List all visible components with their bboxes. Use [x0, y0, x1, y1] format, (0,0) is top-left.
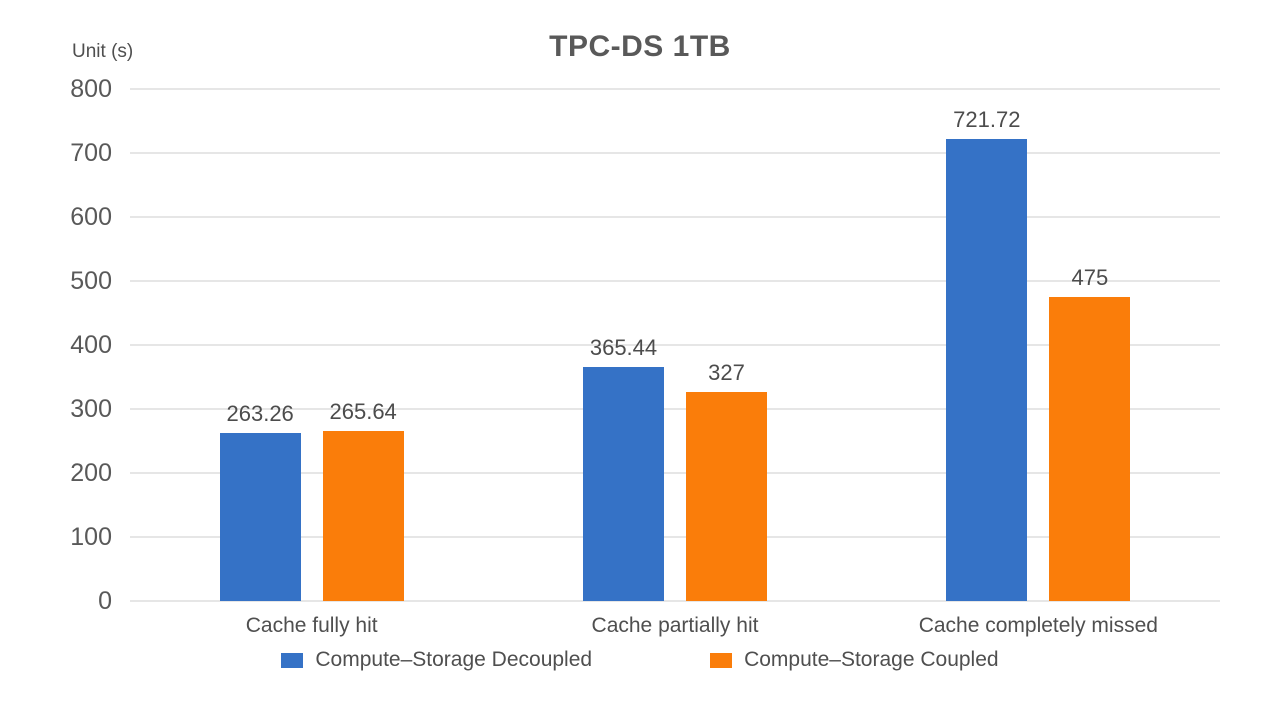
legend-label: Compute–Storage Decoupled — [315, 648, 593, 671]
y-axis-unit-label: Unit (s) — [72, 41, 134, 62]
y-tick-label: 600 — [70, 203, 112, 231]
y-tick-label: 100 — [70, 523, 112, 551]
y-gridline — [130, 216, 1220, 218]
bar — [219, 432, 301, 601]
y-tick-label: 400 — [70, 331, 112, 359]
y-gridline — [130, 536, 1220, 538]
y-tick-label: 200 — [70, 459, 112, 487]
y-tick-label: 700 — [70, 139, 112, 167]
y-tick-label: 0 — [98, 587, 112, 615]
bar — [686, 391, 767, 601]
bar — [946, 139, 1028, 601]
y-tick-label: 500 — [70, 267, 112, 295]
y-gridline — [130, 408, 1220, 410]
legend-item: Compute–Storage Decoupled — [281, 648, 592, 672]
y-gridline — [130, 280, 1220, 282]
legend: Compute–Storage Decoupled Compute–Storage… — [0, 648, 1280, 672]
bar-value-label: 327 — [708, 359, 745, 385]
bar-value-label: 265.64 — [329, 399, 397, 424]
plot-area: 263.26 265.64 Cache fully hit 365.44 327 Cach… — [130, 88, 1220, 637]
category-label: Cache fully hit — [245, 614, 378, 637]
category-label: Cache partially hit — [591, 614, 759, 637]
y-gridline — [130, 600, 1220, 602]
legend-swatch — [281, 652, 304, 668]
legend-swatch — [710, 652, 733, 668]
bar-value-label: 263.26 — [226, 400, 294, 426]
bar-value-label: 365.44 — [589, 335, 658, 361]
legend-item: Compute–Storage Coupled — [710, 648, 999, 672]
y-gridline — [130, 344, 1220, 346]
y-tick-label: 800 — [70, 75, 112, 103]
chart-title: TPC-DS 1TB — [549, 30, 731, 63]
bar — [1049, 297, 1131, 601]
y-gridline — [130, 472, 1220, 474]
bar — [322, 431, 404, 601]
bar — [583, 367, 664, 601]
legend-label: Compute–Storage Coupled — [744, 648, 999, 671]
bar-value-label: 721.72 — [953, 107, 1021, 133]
y-gridline — [130, 88, 1220, 90]
bar-value-label: 475 — [1071, 265, 1109, 290]
y-tick-label: 300 — [70, 395, 112, 423]
category-label: Cache completely missed — [918, 614, 1158, 637]
y-gridline — [130, 152, 1220, 154]
